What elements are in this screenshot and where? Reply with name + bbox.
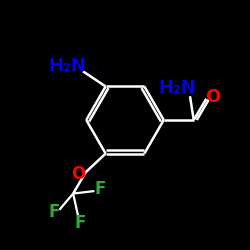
Text: F: F (48, 203, 60, 221)
Text: H₂N: H₂N (49, 57, 86, 75)
Text: H₂N: H₂N (158, 79, 196, 97)
Text: O: O (206, 88, 221, 106)
Text: O: O (72, 164, 86, 182)
Text: F: F (74, 214, 86, 232)
Text: F: F (94, 180, 106, 198)
